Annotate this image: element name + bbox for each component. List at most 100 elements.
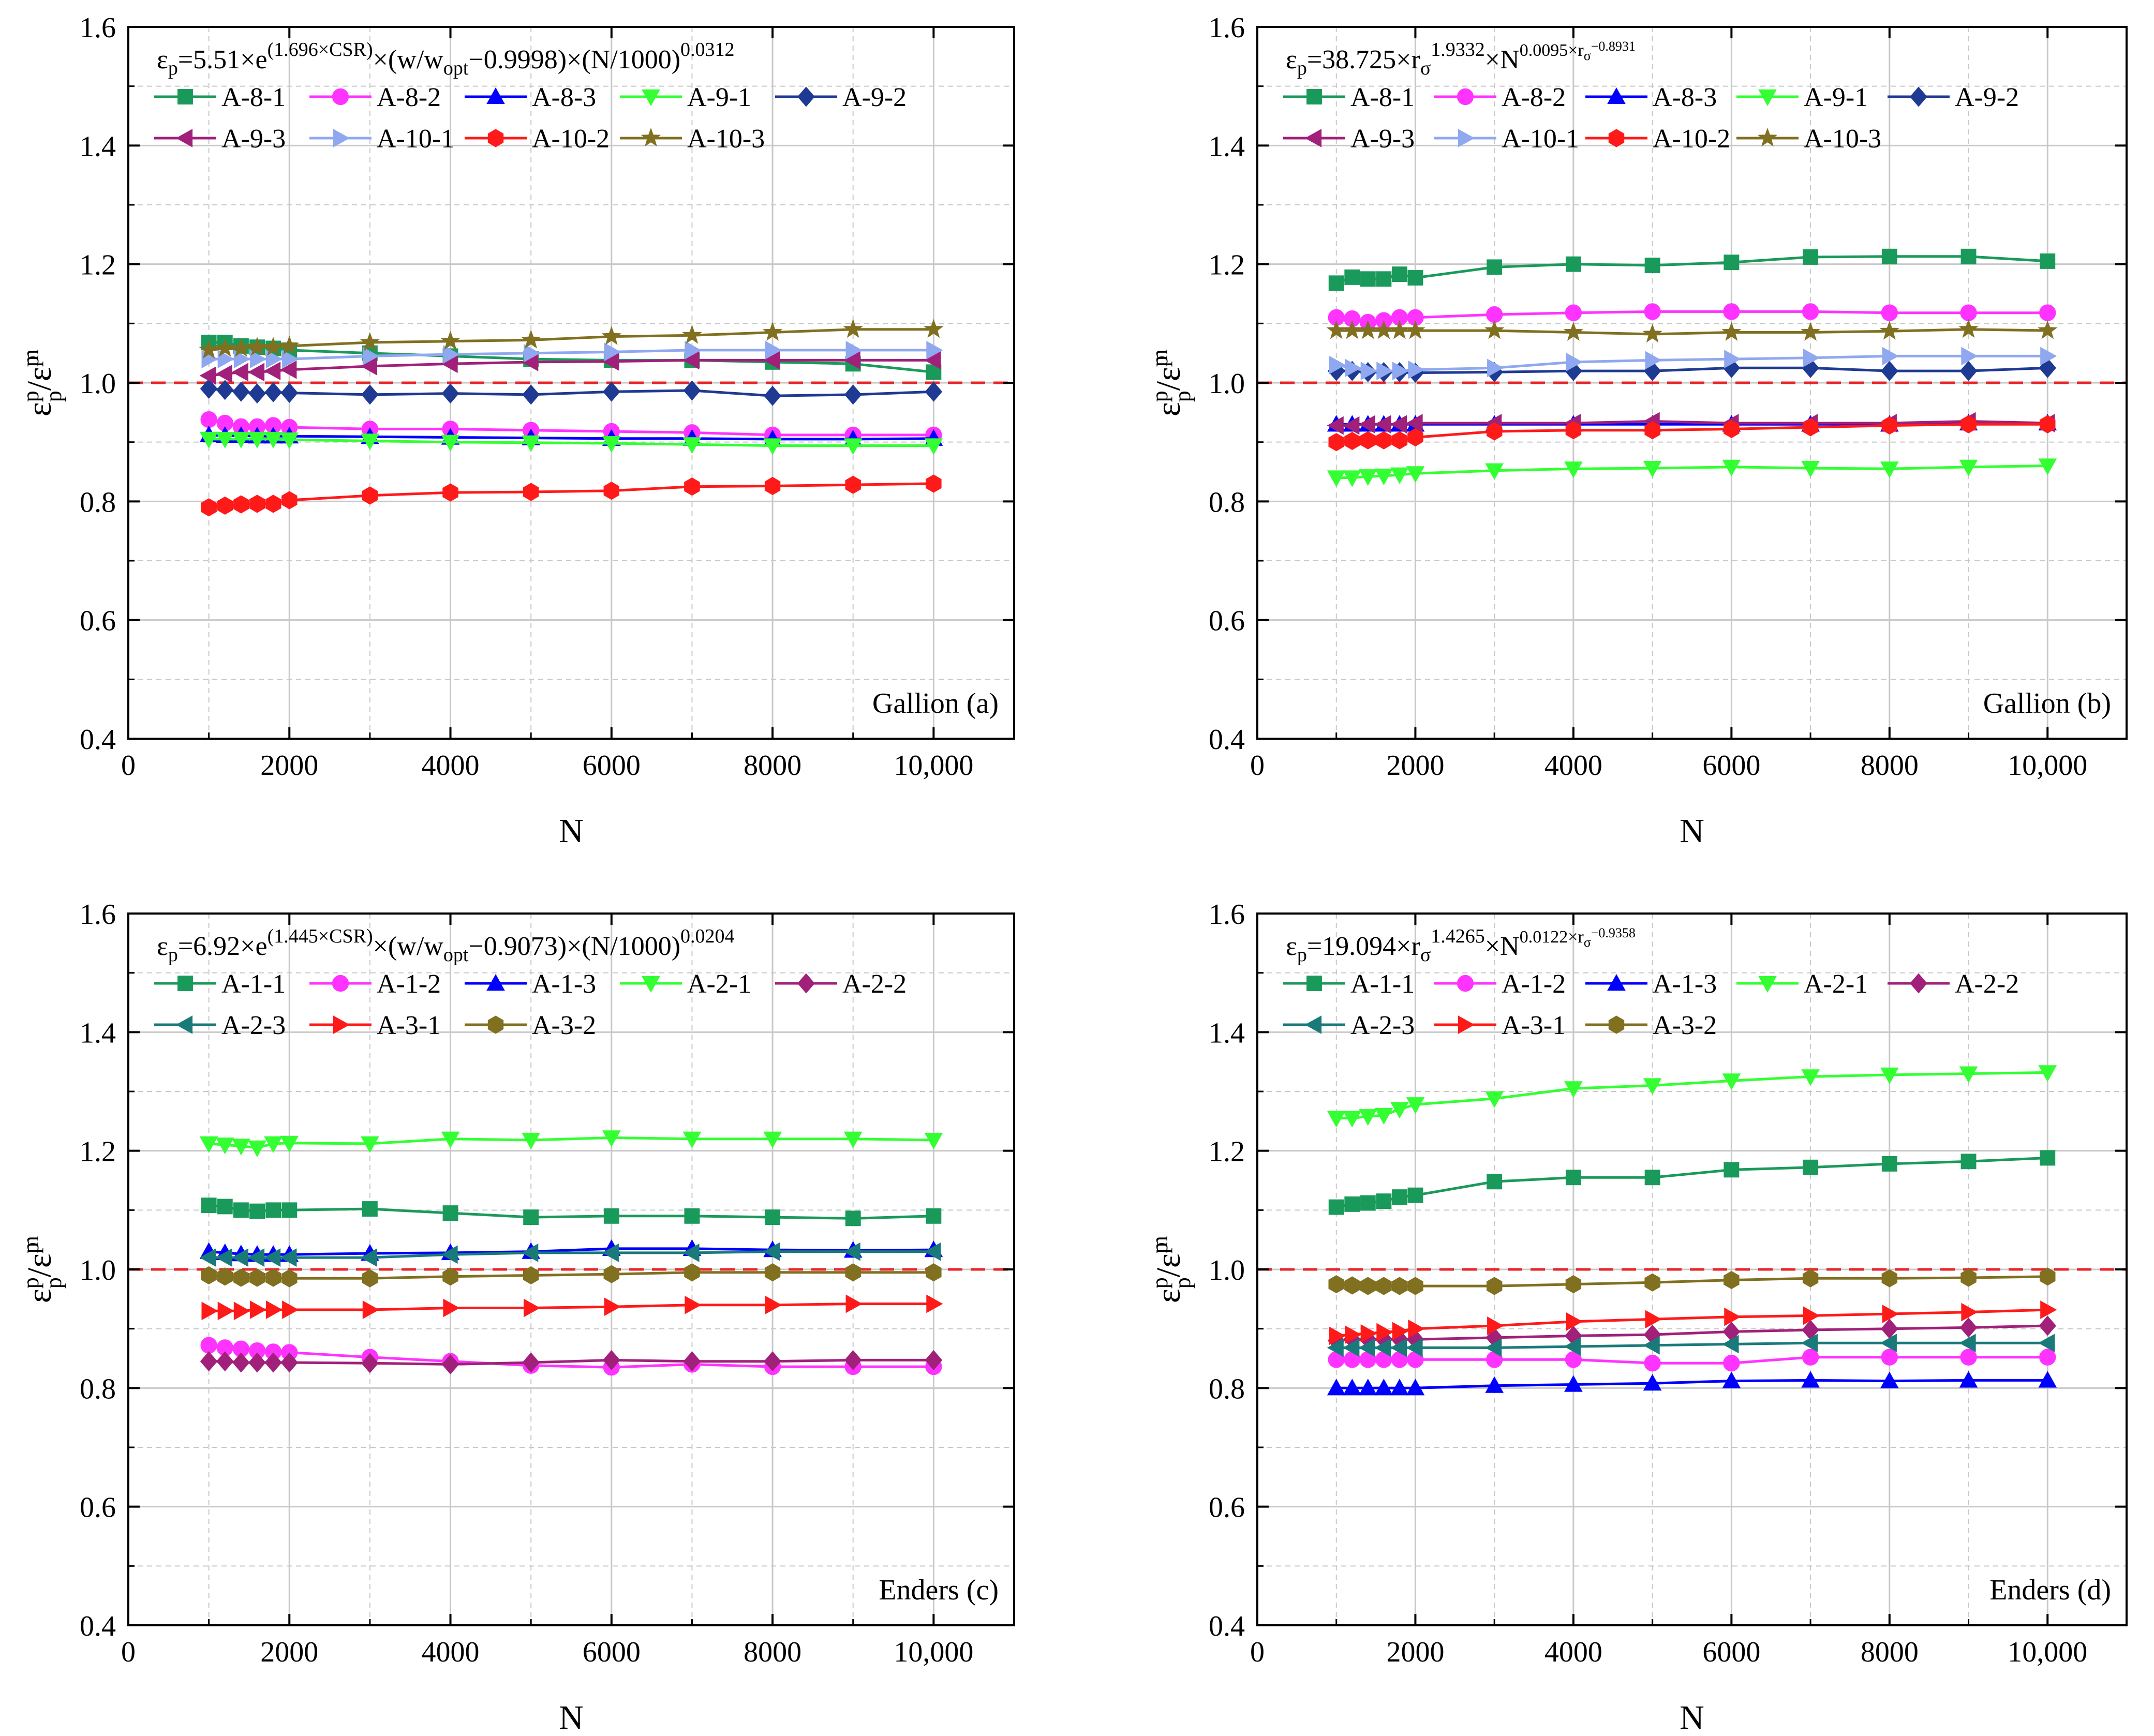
data-point [1344, 431, 1360, 450]
data-point [601, 326, 622, 345]
x-tick-label: 10,000 [2008, 1636, 2087, 1668]
data-point [1724, 350, 1741, 368]
data-point [844, 1350, 862, 1370]
x-tick-label: 6000 [583, 1636, 641, 1668]
x-tick-label: 10,000 [894, 750, 973, 782]
series-A-9-3 [199, 351, 941, 385]
data-point [924, 351, 941, 370]
data-point [1406, 1338, 1423, 1357]
series-A-1-2 [1328, 1349, 2056, 1372]
data-point [1485, 463, 1504, 480]
legend-label: A-3-1 [1502, 1011, 1566, 1040]
data-point [1487, 358, 1504, 378]
data-point [1643, 461, 1662, 478]
y-tick-label: 1.0 [1209, 368, 1245, 400]
data-point [844, 384, 862, 405]
data-point [215, 364, 232, 383]
data-point [926, 1263, 942, 1282]
legend-label: A-2-3 [1350, 1011, 1415, 1040]
data-point [443, 1298, 460, 1318]
data-point [1360, 1195, 1376, 1211]
data-point [602, 436, 621, 453]
legend-marker [175, 1015, 193, 1034]
data-point [1344, 1196, 1360, 1212]
series-line [1336, 1275, 2048, 1288]
series-line [1336, 1071, 2048, 1120]
y-tick-label: 1.0 [80, 1254, 116, 1286]
x-tick-label: 8000 [1861, 1636, 1919, 1668]
series-line [1336, 1356, 2048, 1365]
data-point [248, 431, 266, 448]
legend-marker [175, 129, 193, 147]
y-tick-label: 1.6 [1209, 899, 1245, 931]
data-point [2039, 304, 2056, 321]
data-point [1564, 1375, 1583, 1392]
data-point [248, 1140, 266, 1157]
data-point [1376, 1193, 1392, 1209]
legend-marker [1608, 129, 1625, 147]
data-point [1565, 1170, 1581, 1186]
data-point [845, 475, 861, 494]
y-tick-label: 0.8 [1209, 1373, 1245, 1405]
data-point [249, 1268, 265, 1287]
panel-label: Enders (d) [1989, 1574, 2111, 1606]
data-point [233, 495, 249, 514]
data-point [1390, 415, 1407, 434]
data-point [765, 341, 782, 360]
data-point [1329, 1326, 1346, 1345]
data-point [1801, 1334, 1818, 1353]
data-point [1880, 1371, 1899, 1388]
data-point [682, 1244, 700, 1262]
data-point [232, 1139, 250, 1156]
data-point [200, 1337, 217, 1354]
legend-marker [486, 87, 505, 104]
x-axis-title: N [1680, 1699, 1704, 1736]
data-point [603, 381, 620, 402]
data-point [925, 1350, 943, 1370]
series-A-9-1 [199, 431, 943, 455]
legend-marker [332, 88, 349, 106]
data-point [845, 341, 863, 360]
y-tick-label: 0.4 [80, 724, 116, 756]
legend-label: A-10-1 [377, 124, 454, 154]
data-point [1565, 1275, 1582, 1294]
data-point [360, 332, 380, 351]
data-point [247, 363, 265, 382]
data-point [763, 351, 780, 370]
data-point [215, 431, 234, 448]
x-axis-title: N [559, 1699, 584, 1736]
data-point [441, 1245, 458, 1264]
x-tick-label: 2000 [260, 750, 318, 782]
data-point [1563, 322, 1584, 341]
x-tick-label: 2000 [1386, 1636, 1444, 1668]
y-tick-label: 0.8 [80, 1373, 116, 1405]
data-point [280, 432, 299, 450]
y-tick-label: 1.0 [80, 368, 116, 400]
data-point [1485, 1091, 1504, 1108]
data-point [522, 384, 540, 405]
data-point [1644, 303, 1661, 320]
data-point [441, 1354, 459, 1374]
data-point [1881, 1269, 1897, 1288]
legend-label: A-8-2 [1502, 83, 1566, 112]
legend-marker [1457, 88, 1474, 106]
data-point [925, 381, 943, 402]
data-point [440, 331, 460, 350]
data-point [443, 345, 460, 364]
x-tick-label: 8000 [1861, 750, 1919, 782]
data-point [1360, 271, 1376, 287]
data-point [442, 1205, 458, 1221]
series-A-10-1 [1329, 347, 2057, 380]
series-line [1336, 423, 2048, 444]
data-point [1487, 259, 1503, 275]
y-tick-label: 0.4 [1209, 1610, 1245, 1642]
data-point [200, 1351, 218, 1372]
data-point [603, 1265, 619, 1283]
series-A-1-2 [200, 1337, 942, 1376]
legend-marker [1458, 1015, 1475, 1034]
series-A-2-1 [1327, 1065, 2057, 1128]
formula: εp=19.094×rσ1.4265×N0.0122×rσ−0.9358 [1286, 925, 1636, 966]
data-point [1328, 433, 1344, 452]
data-point [1407, 1187, 1423, 1203]
series-A-10-3 [199, 319, 944, 359]
